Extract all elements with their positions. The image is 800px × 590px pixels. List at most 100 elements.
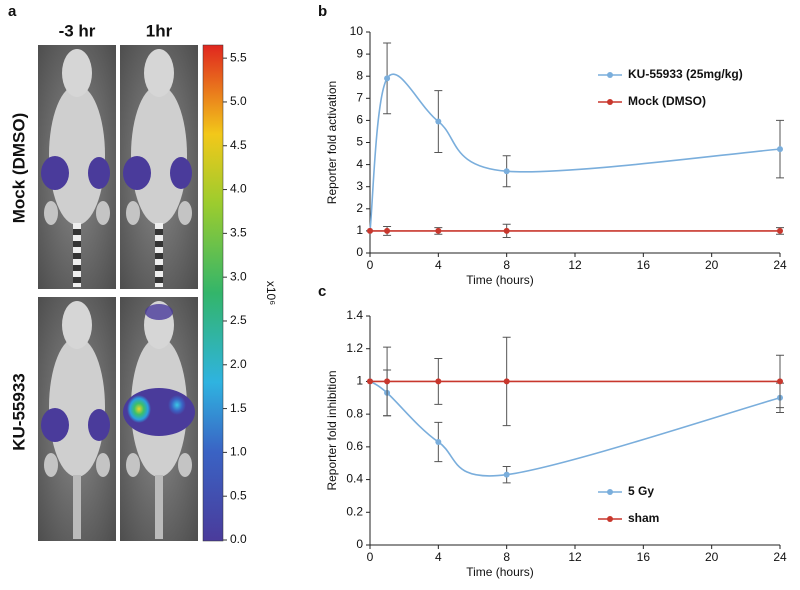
legend-marker	[607, 516, 613, 522]
colorbar	[202, 44, 224, 542]
colorbar-tick-label: 0.0	[230, 532, 247, 546]
legend-marker	[607, 72, 613, 78]
colorbar-tick-label: 4.5	[230, 138, 247, 152]
panel-label: c	[318, 283, 326, 300]
x-tick-label: 4	[435, 550, 442, 564]
y-tick-label: 0.4	[346, 472, 363, 486]
mouse-tail	[155, 475, 163, 539]
y-tick-label: 3	[356, 179, 363, 193]
data-point	[777, 378, 783, 385]
y-tick-label: 6	[356, 113, 363, 127]
data-point	[777, 146, 783, 153]
legend-label: Mock (DMSO)	[628, 94, 706, 108]
y-tick-label: 0.6	[346, 439, 363, 453]
colorbar-tick-label: 1.0	[230, 445, 247, 459]
tail-stripe	[155, 265, 163, 271]
mouse-leg	[96, 453, 110, 477]
mouse-leg	[178, 453, 192, 477]
y-tick-label: 1.2	[346, 341, 363, 355]
tail-stripe	[73, 241, 81, 247]
y-tick-label: 2	[356, 201, 363, 215]
mouse-leg	[126, 201, 140, 225]
x-tick-label: 24	[773, 258, 787, 272]
y-tick-label: 7	[356, 90, 363, 104]
colorbar-tick-label: 5.5	[230, 50, 247, 64]
x-axis-label: Time (hours)	[466, 565, 534, 579]
series-line	[369, 73, 781, 231]
x-tick-label: 8	[503, 258, 510, 272]
tail-stripe	[73, 229, 81, 235]
legend-label: KU-55933 (25mg/kg)	[628, 67, 743, 81]
mouse-leg	[96, 201, 110, 225]
data-point	[384, 75, 391, 82]
colorbar-tick-label: 4.0	[230, 182, 247, 196]
y-tick-label: 0.8	[346, 406, 363, 420]
x-axis-label: Time (hours)	[466, 273, 534, 287]
x-tick-label: 0	[367, 550, 374, 564]
y-tick-label: 0.2	[346, 504, 363, 518]
x-tick-label: 8	[503, 550, 510, 564]
y-tick-label: 4	[356, 157, 363, 171]
colorbar-tick-label: 3.0	[230, 269, 247, 283]
signal	[88, 409, 110, 441]
tail-stripe	[73, 253, 81, 259]
y-tick-label: 10	[350, 24, 364, 38]
x-tick-label: 0	[367, 258, 374, 272]
data-point	[503, 168, 510, 175]
mouse-tail	[73, 475, 81, 539]
mouse-leg	[178, 201, 192, 225]
panel-label: b	[318, 3, 327, 20]
data-point	[435, 378, 442, 385]
y-axis-label: Reporter fold activation	[325, 81, 339, 204]
legend-label: sham	[628, 511, 659, 525]
panel-label: a	[8, 3, 17, 20]
y-tick-label: 1	[356, 374, 363, 388]
y-tick-label: 0	[356, 537, 363, 551]
signal	[170, 157, 192, 189]
signal	[41, 156, 69, 190]
legend-marker	[607, 489, 613, 495]
y-tick-label: 5	[356, 135, 363, 149]
data-point	[503, 471, 510, 478]
colorbar-unit: x10⁶	[264, 281, 278, 305]
mouse-images	[38, 45, 198, 541]
x-tick-label: 4	[435, 258, 442, 272]
signal	[88, 157, 110, 189]
y-tick-label: 0	[356, 245, 363, 259]
mouse-body	[131, 85, 187, 225]
signal	[168, 395, 186, 415]
colorbar-tick-label: 2.0	[230, 357, 247, 371]
row-header: Mock (DMSO)	[9, 113, 28, 224]
y-tick-label: 9	[356, 46, 363, 60]
data-point	[435, 118, 442, 125]
row-header: KU-55933	[9, 373, 28, 451]
mouse-leg	[44, 453, 58, 477]
signal	[41, 408, 69, 442]
x-tick-label: 20	[705, 258, 719, 272]
mouse-head	[62, 301, 92, 349]
signal	[127, 395, 151, 423]
mouse-head	[62, 49, 92, 97]
x-tick-label: 24	[773, 550, 787, 564]
signal	[123, 156, 151, 190]
y-tick-label: 1.4	[346, 308, 363, 322]
data-point	[384, 227, 391, 234]
data-point	[503, 227, 510, 234]
tail-stripe	[155, 277, 163, 283]
x-tick-label: 16	[637, 258, 651, 272]
tail-stripe	[155, 241, 163, 247]
data-point	[503, 378, 510, 385]
signal	[145, 304, 173, 320]
mouse-body	[49, 337, 105, 477]
tail-stripe	[73, 265, 81, 271]
legend-label: 5 Gy	[628, 484, 654, 498]
colorbar-tick-label: 2.5	[230, 313, 247, 327]
data-point	[367, 227, 373, 234]
colorbar-tick-label: 1.5	[230, 401, 247, 415]
series-line	[369, 380, 781, 477]
legend-marker	[607, 99, 613, 105]
x-tick-label: 12	[568, 258, 582, 272]
data-point	[435, 227, 442, 234]
y-tick-label: 8	[356, 68, 363, 82]
x-tick-label: 20	[705, 550, 719, 564]
